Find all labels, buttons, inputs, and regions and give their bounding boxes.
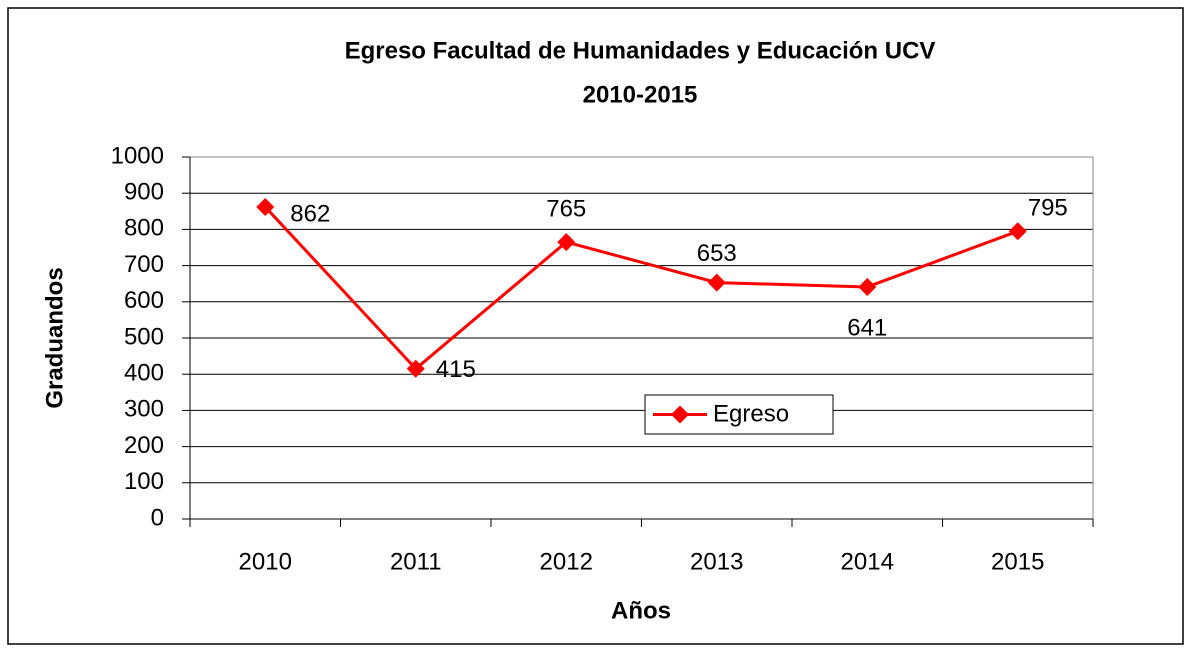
y-tick-label: 0: [151, 504, 164, 531]
y-tick-label: 200: [124, 432, 164, 459]
data-label: 653: [697, 240, 737, 267]
y-tick-label: 100: [124, 468, 164, 495]
point-marker: [858, 277, 877, 296]
data-label: 795: [1028, 195, 1068, 222]
y-tick-label: 800: [124, 215, 164, 242]
point-marker: [256, 197, 275, 216]
series-line: [264, 205, 1019, 371]
y-tick-label: 900: [124, 179, 164, 206]
y-tick-label: 1000: [111, 142, 164, 169]
data-label: 765: [546, 195, 586, 222]
y-tick-label: 300: [124, 396, 164, 423]
y-tick-label: 700: [124, 251, 164, 278]
legend-label: Egreso: [713, 400, 789, 427]
data-label: 415: [436, 356, 476, 383]
point-marker: [1008, 222, 1027, 241]
x-tick-label: 2010: [239, 548, 292, 575]
data-label: 862: [290, 200, 330, 227]
point-marker: [557, 233, 576, 252]
x-tick-label: 2013: [690, 548, 743, 575]
point-marker: [707, 273, 726, 292]
y-tick-label: 400: [124, 360, 164, 387]
x-tick-label: 2012: [540, 548, 593, 575]
y-tick-label: 500: [124, 323, 164, 350]
x-axis-title: Años: [611, 597, 671, 624]
point-marker: [406, 359, 425, 378]
legend-marker: [671, 405, 689, 424]
chart-border: [7, 7, 1184, 645]
x-tick-label: 2014: [841, 548, 894, 575]
data-label: 641: [847, 314, 887, 341]
x-tick-label: 2015: [991, 548, 1044, 575]
chart-title: Egreso Facultad de Humanidades y Educaci…: [345, 37, 936, 64]
chart-subtitle: 2010-2015: [583, 81, 698, 108]
y-tick-label: 600: [124, 287, 164, 314]
x-tick-label: 2011: [390, 548, 442, 575]
y-axis-title: Graduandos: [41, 267, 68, 408]
